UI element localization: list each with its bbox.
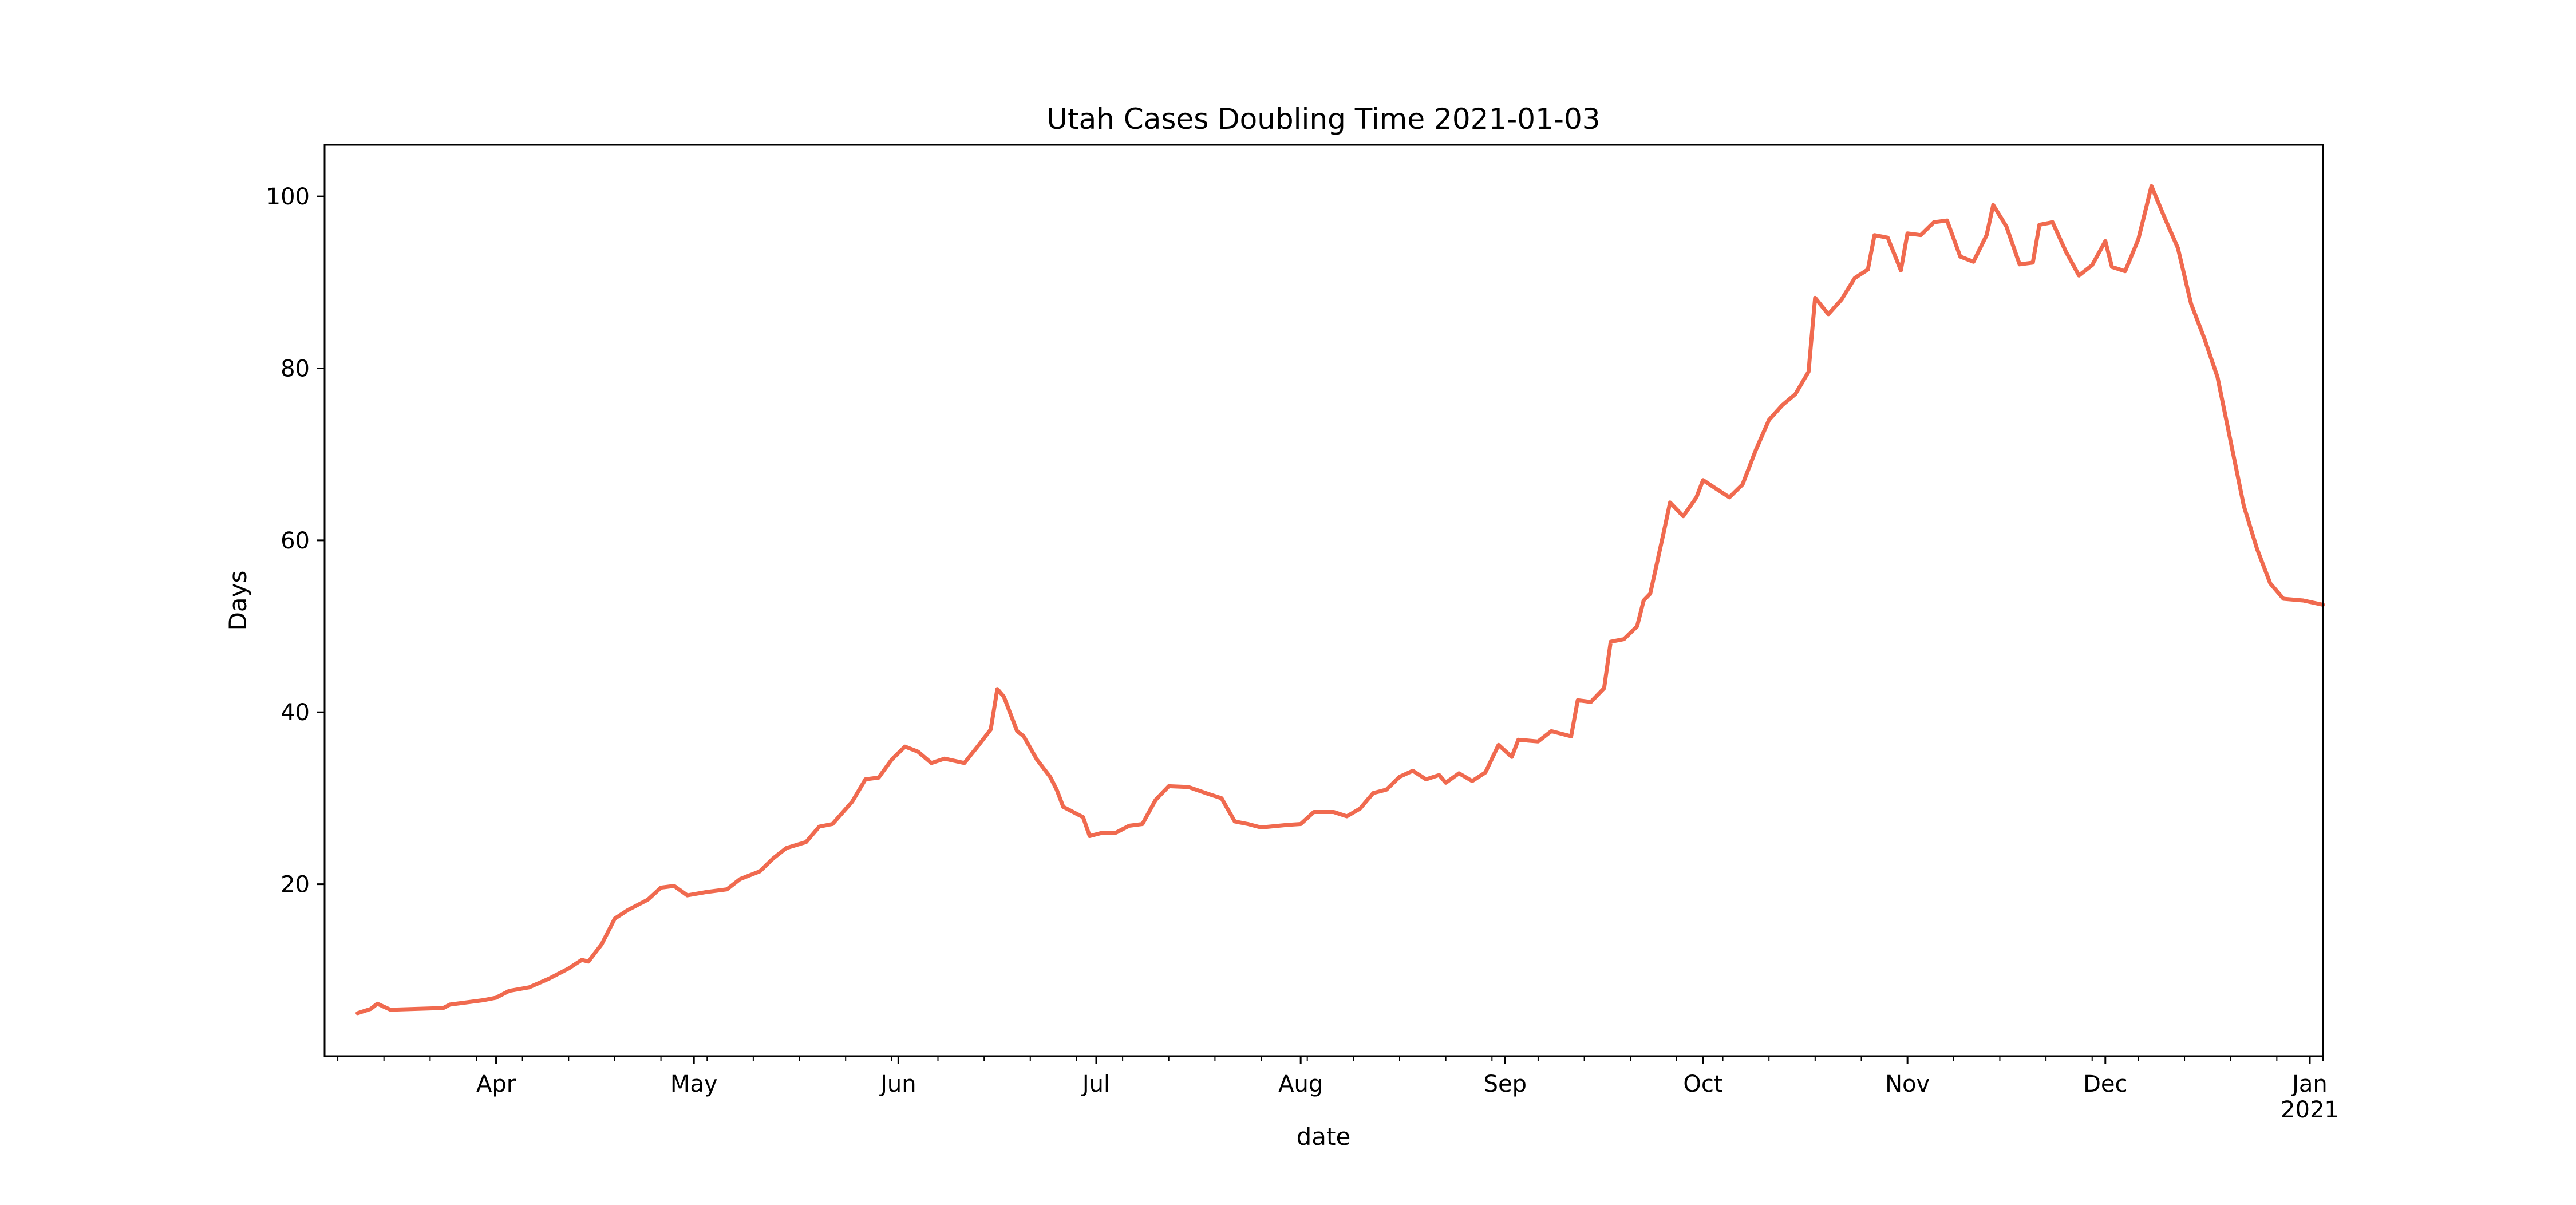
x-tick-label: Jul: [1081, 1071, 1110, 1097]
plot-frame: [323, 144, 2324, 1057]
y-tick-label: 100: [266, 184, 310, 210]
x-tick-label: Dec: [2083, 1071, 2127, 1097]
x-tick-year-label: 2021: [2281, 1097, 2339, 1123]
x-tick-label: Sep: [1484, 1071, 1527, 1097]
x-tick-label: Nov: [1885, 1071, 1930, 1097]
x-axis-label: date: [1297, 1123, 1351, 1151]
x-tick-label: May: [670, 1071, 718, 1097]
y-tick-label: 60: [280, 528, 310, 554]
chart-title: Utah Cases Doubling Time 2021-01-03: [1046, 102, 1600, 136]
x-tick-label: Aug: [1278, 1071, 1323, 1097]
series-layer: [355, 184, 2325, 1016]
x-tick-label: Apr: [476, 1071, 516, 1097]
series-line: [355, 184, 2325, 1016]
y-tick-label: 40: [280, 700, 310, 726]
y-tick-label: 80: [280, 355, 310, 382]
x-tick-label: Jun: [879, 1071, 916, 1097]
y-axis-ticks: 20 40 60 80 100: [266, 184, 325, 898]
x-tick-label: Oct: [1683, 1071, 1722, 1097]
x-tick-label: Jan: [2290, 1071, 2328, 1097]
y-axis-label: Days: [224, 571, 252, 631]
y-tick-label: 20: [280, 872, 310, 898]
